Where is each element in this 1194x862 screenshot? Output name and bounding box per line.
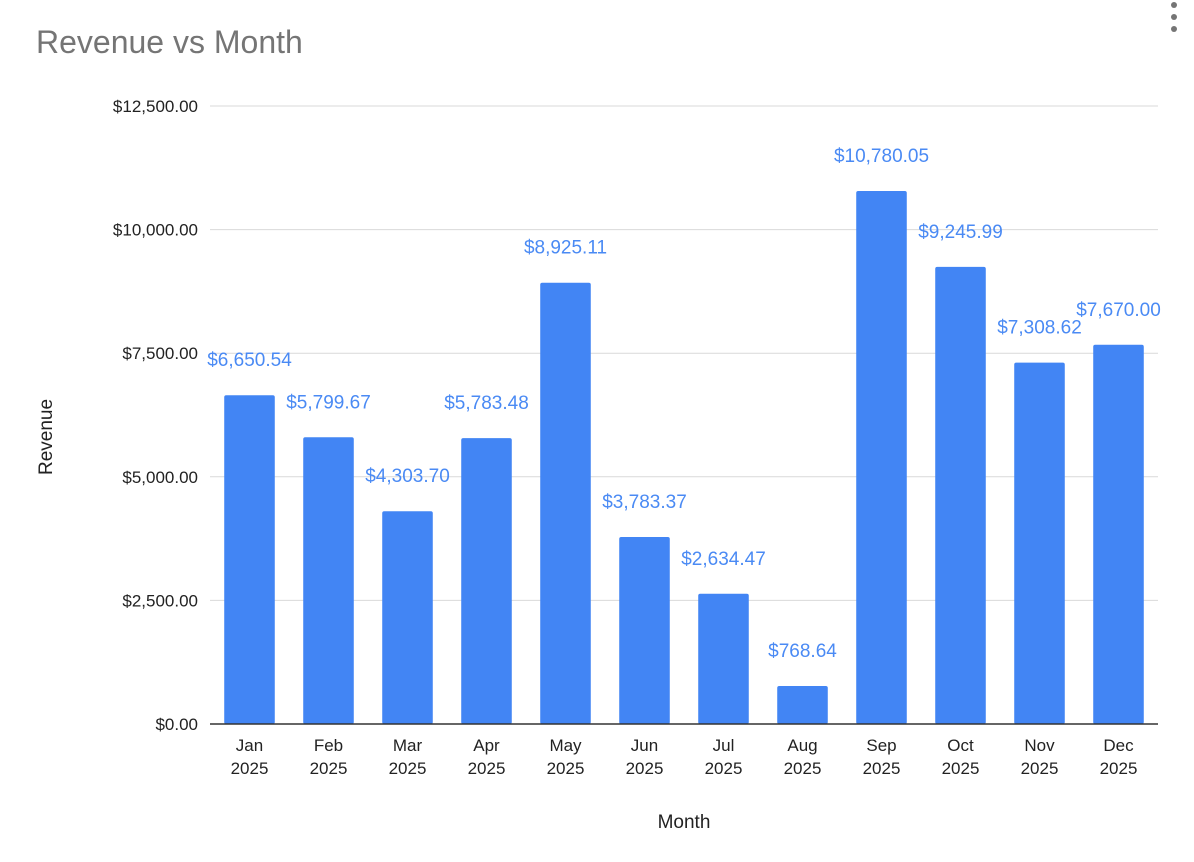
x-tick-label: Sep xyxy=(866,736,896,755)
data-label: $7,308.62 xyxy=(997,318,1082,339)
y-tick-label: $7,500.00 xyxy=(122,344,198,363)
x-tick-label: 2025 xyxy=(784,759,822,778)
x-tick-label: Oct xyxy=(947,736,974,755)
data-label: $5,799.67 xyxy=(286,392,371,413)
x-tick-label: Jul xyxy=(713,736,735,755)
bar xyxy=(1093,344,1144,724)
bar xyxy=(224,395,275,724)
x-tick-label: 2025 xyxy=(1021,759,1059,778)
data-label: $4,303.70 xyxy=(365,466,450,487)
bar xyxy=(540,282,591,724)
data-label: $8,925.11 xyxy=(524,238,607,259)
bar xyxy=(1014,362,1065,724)
x-tick-label: Aug xyxy=(787,736,817,755)
data-label: $9,245.99 xyxy=(918,222,1003,243)
y-tick-label: $10,000.00 xyxy=(113,221,198,240)
x-tick-label: Apr xyxy=(473,736,500,755)
x-tick-label: 2025 xyxy=(468,759,506,778)
bar xyxy=(935,266,986,724)
data-label: $10,780.05 xyxy=(834,146,929,167)
x-tick-label: 2025 xyxy=(942,759,980,778)
bars xyxy=(224,191,1144,725)
chart-title: Revenue vs Month xyxy=(36,24,303,60)
y-axis-title: Revenue xyxy=(36,399,57,475)
x-tick-label: Jan xyxy=(236,736,263,755)
more-vert-icon[interactable] xyxy=(1164,0,1184,36)
bar xyxy=(856,191,907,725)
bar xyxy=(382,511,433,724)
x-tick-label: 2025 xyxy=(1100,759,1138,778)
x-tick-label: 2025 xyxy=(231,759,269,778)
bar xyxy=(303,437,354,724)
x-tick-label: 2025 xyxy=(547,759,585,778)
y-tick-label: $5,000.00 xyxy=(122,468,198,487)
y-tick-label: $2,500.00 xyxy=(122,591,198,610)
x-tick-label: May xyxy=(549,736,582,755)
data-label: $2,634.47 xyxy=(681,549,766,570)
data-label: $6,650.54 xyxy=(207,350,292,371)
x-tick-label: 2025 xyxy=(389,759,427,778)
x-tick-label: 2025 xyxy=(863,759,901,778)
gridlines xyxy=(210,105,1158,601)
x-tick-label: Nov xyxy=(1024,736,1055,755)
data-label: $3,783.37 xyxy=(602,492,687,513)
data-label: $5,783.48 xyxy=(444,393,529,414)
x-tick-label: Jun xyxy=(631,736,658,755)
data-label: $768.64 xyxy=(768,641,837,662)
x-tick-label: Dec xyxy=(1103,736,1134,755)
y-axis-ticks: $0.00 $2,500.00 $5,000.00 $7,500.00 $10,000.… xyxy=(113,97,198,734)
bar xyxy=(619,536,670,724)
bar xyxy=(698,593,749,724)
x-tick-label: 2025 xyxy=(310,759,348,778)
data-label: $7,670.00 xyxy=(1076,300,1161,321)
x-tick-label: Feb xyxy=(314,736,343,755)
data-labels: $6,650.54 $5,799.67 $4,303.70 $5,783.48 $8,9… xyxy=(207,146,1161,662)
y-tick-label: $12,500.00 xyxy=(113,97,198,116)
x-tick-label: 2025 xyxy=(626,759,664,778)
x-tick-label: Mar xyxy=(393,736,423,755)
x-axis-title: Month xyxy=(658,812,711,833)
x-axis-ticks: Jan 2025 Feb 2025 Mar 2025 Apr 2025 May 2025 Jun 20… xyxy=(231,736,1138,778)
x-tick-label: 2025 xyxy=(705,759,743,778)
bar xyxy=(777,685,828,724)
bar xyxy=(461,438,512,724)
y-tick-label: $0.00 xyxy=(155,715,198,734)
